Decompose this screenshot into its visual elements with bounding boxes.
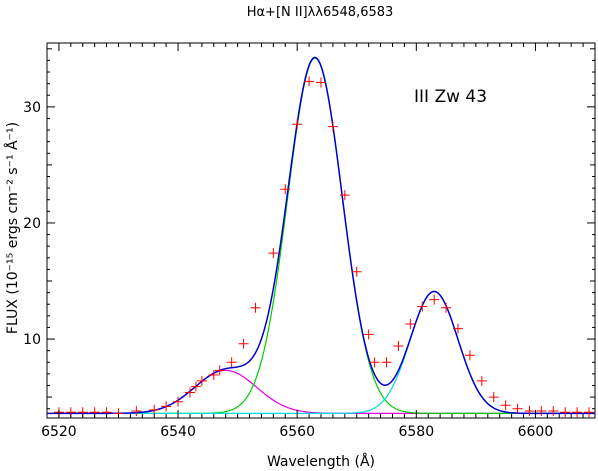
data-point <box>280 184 291 195</box>
data-point <box>524 406 535 417</box>
data-point <box>184 387 195 398</box>
component-curve-2 <box>47 57 595 414</box>
x-tick-label: 6580 <box>398 424 434 440</box>
data-point <box>250 302 261 313</box>
total-fit-curve <box>47 56 595 415</box>
data-point <box>316 77 326 88</box>
data-point <box>393 341 404 352</box>
data-point <box>464 350 475 361</box>
data-point <box>196 375 207 386</box>
x-tick-label: 6520 <box>41 424 77 440</box>
data-point <box>208 370 219 381</box>
data-point <box>584 407 595 418</box>
data-point <box>339 190 350 201</box>
data-point <box>327 121 338 132</box>
data-points <box>53 76 595 419</box>
data-point <box>405 318 416 329</box>
data-point <box>214 365 225 376</box>
data-point <box>560 407 571 418</box>
total-fit-line <box>47 56 595 415</box>
data-point <box>292 119 303 130</box>
object-label: III Zw 43 <box>414 87 487 107</box>
y-axis-ticks: 10 20 30 <box>23 48 595 410</box>
data-point <box>238 338 249 349</box>
data-point <box>488 392 499 403</box>
data-point <box>149 404 160 415</box>
x-axis-ticks: 6520 6540 6560 6580 6600 <box>41 43 596 440</box>
chart-title: Hα+[N II]λλ6548,6583 <box>247 5 394 20</box>
y-tick-label: 10 <box>23 332 41 348</box>
data-point <box>453 323 463 334</box>
data-point <box>417 301 428 312</box>
data-point <box>304 76 315 87</box>
data-point <box>548 406 559 417</box>
data-point <box>429 294 440 305</box>
component-curve-3 <box>47 290 595 414</box>
y-tick-label: 30 <box>23 100 41 116</box>
x-tick-label: 6560 <box>279 424 315 440</box>
y-axis-label: FLUX (10⁻¹⁵ ergs cm⁻² s⁻¹ Å⁻¹) <box>4 122 21 334</box>
data-point <box>161 401 172 412</box>
data-point <box>268 248 279 259</box>
data-point <box>351 266 362 277</box>
data-point <box>190 381 201 392</box>
data-point <box>131 406 142 417</box>
data-point <box>536 406 547 417</box>
data-point <box>512 403 523 414</box>
x-axis-label: Wavelength (Å) <box>267 453 375 470</box>
component-curves <box>47 57 595 414</box>
data-point <box>369 357 380 368</box>
data-point <box>363 329 374 340</box>
data-point <box>476 375 487 386</box>
x-tick-label: 6600 <box>518 424 554 440</box>
y-tick-label: 20 <box>23 216 41 232</box>
plot-frame <box>46 42 596 419</box>
data-point <box>381 357 392 368</box>
data-point <box>572 407 583 418</box>
data-point <box>173 396 184 407</box>
x-tick-label: 6540 <box>160 424 196 440</box>
data-point <box>226 357 237 368</box>
component-curve-1 <box>47 369 595 414</box>
data-point <box>441 302 452 313</box>
data-point <box>500 400 511 411</box>
